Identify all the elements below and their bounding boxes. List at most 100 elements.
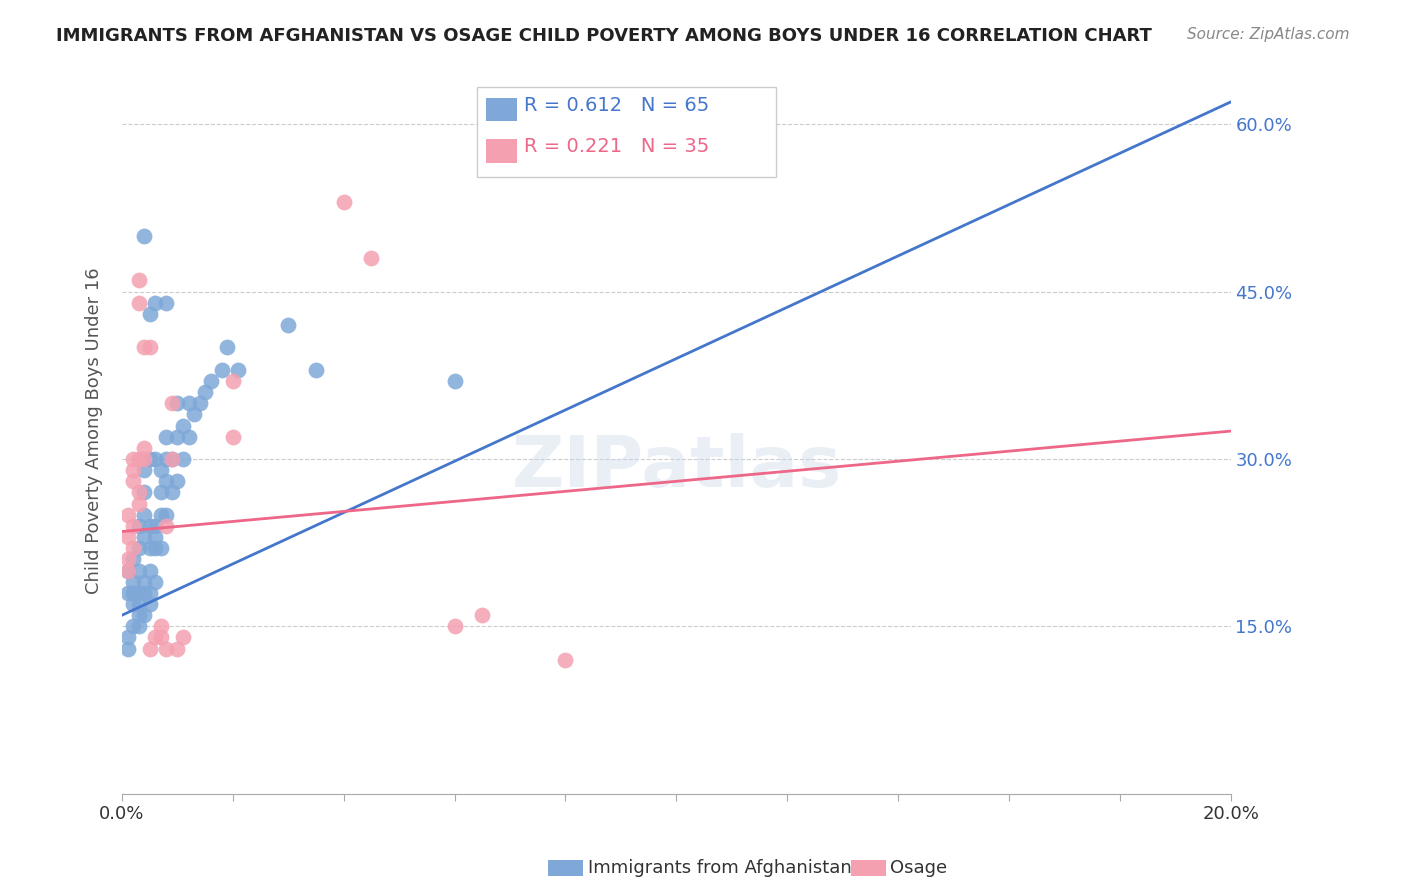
Point	[277, 318, 299, 332]
Text: Osage: Osage	[890, 859, 948, 877]
Point	[128, 295, 150, 310]
Point	[117, 564, 139, 578]
Point	[155, 519, 177, 533]
Point	[155, 475, 177, 489]
Point	[128, 273, 150, 287]
Point	[139, 641, 162, 656]
Point	[360, 251, 382, 265]
Point	[122, 574, 145, 589]
Point	[117, 508, 139, 522]
Y-axis label: Child Poverty Among Boys Under 16: Child Poverty Among Boys Under 16	[86, 268, 103, 594]
Point	[117, 586, 139, 600]
Text: IMMIGRANTS FROM AFGHANISTAN VS OSAGE CHILD POVERTY AMONG BOYS UNDER 16 CORRELATI: IMMIGRANTS FROM AFGHANISTAN VS OSAGE CHI…	[56, 27, 1152, 45]
Point	[134, 463, 156, 477]
Point	[122, 586, 145, 600]
Point	[177, 396, 200, 410]
Point	[200, 374, 222, 388]
Point	[166, 475, 188, 489]
Point	[143, 631, 166, 645]
Point	[139, 452, 162, 467]
Point	[128, 619, 150, 633]
FancyBboxPatch shape	[477, 87, 776, 178]
Point	[222, 374, 245, 388]
Point	[139, 541, 162, 556]
Point	[149, 541, 172, 556]
Point	[160, 396, 183, 410]
Point	[128, 452, 150, 467]
Point	[128, 541, 150, 556]
Point	[128, 586, 150, 600]
Text: ZIPatlas: ZIPatlas	[512, 433, 841, 502]
Text: Immigrants from Afghanistan: Immigrants from Afghanistan	[588, 859, 852, 877]
Point	[134, 340, 156, 354]
Point	[211, 363, 233, 377]
Point	[117, 552, 139, 566]
Point	[134, 441, 156, 455]
Point	[217, 340, 239, 354]
Point	[117, 641, 139, 656]
Point	[155, 452, 177, 467]
Bar	[485, 139, 516, 163]
Point	[155, 295, 177, 310]
Point	[443, 619, 465, 633]
Point	[149, 485, 172, 500]
Point	[134, 586, 156, 600]
Point	[149, 619, 172, 633]
Point	[332, 195, 354, 210]
Point	[155, 641, 177, 656]
Point	[222, 430, 245, 444]
Point	[134, 508, 156, 522]
Point	[443, 374, 465, 388]
Point	[177, 430, 200, 444]
Point	[143, 452, 166, 467]
Text: R = 0.612   N = 65: R = 0.612 N = 65	[524, 96, 710, 115]
Point	[143, 541, 166, 556]
Point	[149, 631, 172, 645]
Point	[166, 641, 188, 656]
Point	[149, 508, 172, 522]
Point	[143, 574, 166, 589]
Point	[166, 430, 188, 444]
Point	[160, 485, 183, 500]
Point	[128, 597, 150, 611]
Point	[139, 340, 162, 354]
Point	[172, 418, 194, 433]
Point	[128, 497, 150, 511]
Point	[139, 519, 162, 533]
Point	[305, 363, 328, 377]
Point	[194, 385, 217, 400]
Bar	[485, 97, 516, 121]
Point	[122, 619, 145, 633]
Point	[122, 452, 145, 467]
Point	[160, 452, 183, 467]
Point	[122, 597, 145, 611]
Point	[128, 485, 150, 500]
Text: R = 0.221   N = 35: R = 0.221 N = 35	[524, 137, 710, 156]
Point	[134, 228, 156, 243]
Point	[139, 307, 162, 321]
Point	[128, 608, 150, 623]
Point	[143, 530, 166, 544]
Point	[172, 631, 194, 645]
Point	[122, 463, 145, 477]
Point	[134, 530, 156, 544]
Point	[149, 463, 172, 477]
Point	[139, 564, 162, 578]
Point	[128, 519, 150, 533]
Point	[122, 541, 145, 556]
Point	[183, 408, 205, 422]
Point	[554, 653, 576, 667]
Point	[134, 485, 156, 500]
Point	[128, 564, 150, 578]
Point	[143, 295, 166, 310]
Point	[122, 475, 145, 489]
Point	[117, 564, 139, 578]
Point	[172, 452, 194, 467]
Point	[117, 530, 139, 544]
Point	[134, 452, 156, 467]
Point	[139, 597, 162, 611]
Point	[139, 586, 162, 600]
Point	[160, 452, 183, 467]
Point	[122, 552, 145, 566]
Point	[155, 430, 177, 444]
